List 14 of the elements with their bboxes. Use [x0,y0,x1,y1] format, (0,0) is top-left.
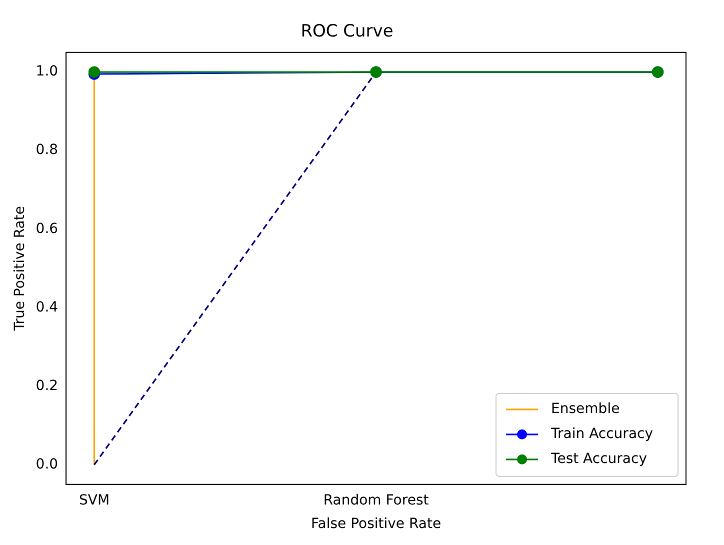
legend-label: Test Accuracy [550,451,647,468]
y-tick-label: 0.4 [36,299,58,316]
y-tick-label: 1.0 [36,64,58,80]
y-tick-label: 0.0 [36,456,58,472]
x-tick-label: Random Forest [323,492,430,508]
y-tick-label: 0.2 [36,378,58,394]
x-axis-title: False Positive Rate [310,516,442,532]
legend-label: Train Accuracy [550,426,654,442]
y-tick-label: 0.6 [36,220,58,237]
x-tick-label: SVM [78,492,110,508]
y-tick-label: 0.8 [36,142,58,158]
y-axis-title: True Positive Rate [12,206,28,332]
legend-label: Ensemble [551,401,620,418]
chart-title: ROC Curve [300,22,394,42]
